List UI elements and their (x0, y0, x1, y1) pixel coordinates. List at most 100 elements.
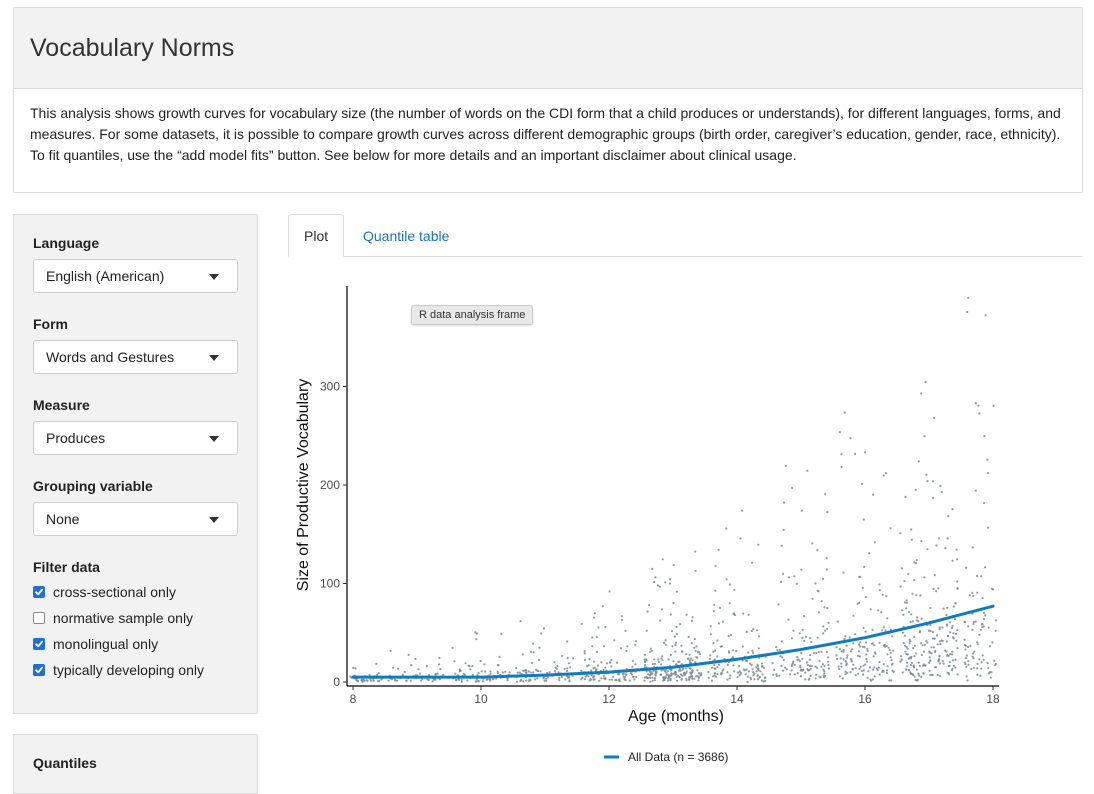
data-point (916, 616, 919, 619)
data-point (648, 604, 651, 607)
filter-cross-sectional[interactable]: cross-sectional only (33, 579, 238, 605)
data-point (496, 670, 499, 673)
data-point (672, 602, 675, 605)
data-point (715, 675, 718, 678)
tab-quantile-table[interactable]: Quantile table (363, 227, 450, 244)
data-point (951, 508, 954, 511)
chart-axes: 8 10 12 14 16 18 0 100 200 300 Age (months) Size of… (295, 286, 1000, 725)
data-point (644, 664, 647, 667)
data-point (664, 639, 667, 642)
measure-label: Measure (33, 397, 90, 413)
data-point (849, 650, 853, 653)
data-point (967, 663, 970, 666)
checkbox[interactable] (33, 612, 45, 624)
data-point (972, 652, 975, 655)
data-point (653, 662, 657, 665)
data-point (866, 660, 869, 663)
filter-typically-developing[interactable]: typically developing only (33, 657, 238, 683)
data-point (913, 579, 916, 582)
data-point (759, 675, 762, 678)
data-point (994, 619, 998, 622)
checkbox[interactable] (33, 638, 45, 650)
data-point (753, 672, 756, 675)
data-point (462, 672, 465, 675)
filter-monolingual[interactable]: monolingual only (33, 631, 238, 657)
data-point (820, 665, 823, 668)
data-point (938, 640, 942, 643)
data-point (558, 677, 561, 680)
data-point (525, 679, 528, 682)
data-point (816, 549, 819, 552)
data-point (825, 568, 829, 571)
data-point (366, 679, 369, 682)
data-point (965, 665, 968, 668)
data-point (694, 649, 697, 652)
data-point (921, 644, 924, 647)
data-point (651, 679, 654, 682)
chevron-down-icon (209, 436, 219, 442)
data-point (971, 546, 974, 549)
data-point (852, 663, 855, 666)
filter-normative-sample[interactable]: normative sample only (33, 605, 238, 631)
data-point (755, 666, 758, 669)
data-point (989, 676, 992, 679)
data-point (689, 657, 693, 660)
data-point (596, 664, 599, 667)
checkbox[interactable] (33, 586, 45, 598)
data-point (680, 650, 684, 653)
measure-value: Produces (46, 430, 106, 446)
data-point (683, 673, 686, 676)
data-point (778, 674, 781, 677)
y-tick-label: 0 (333, 675, 340, 689)
data-point (695, 656, 698, 659)
grouping-select[interactable]: None (33, 502, 238, 536)
data-point (540, 632, 543, 635)
data-point (654, 576, 657, 579)
form-select[interactable]: Words and Gestures (33, 340, 238, 374)
data-point (903, 601, 907, 604)
data-point (788, 673, 792, 676)
data-point (793, 575, 796, 578)
data-point (937, 587, 940, 590)
data-point (861, 586, 864, 589)
measure-select[interactable]: Produces (33, 421, 238, 455)
data-point (883, 643, 886, 647)
language-select[interactable]: English (American) (33, 259, 238, 293)
data-point (980, 661, 983, 664)
data-point (780, 640, 783, 643)
data-point (661, 558, 664, 561)
checkbox[interactable] (33, 664, 45, 676)
quantiles-label: Quantiles (33, 755, 97, 771)
data-point (731, 649, 734, 652)
data-point (909, 640, 912, 643)
data-point (354, 667, 357, 670)
chart-legend: All Data (n = 3686) (604, 750, 728, 764)
data-point (838, 431, 841, 434)
data-point (906, 661, 909, 664)
tab-plot[interactable]: Plot (288, 214, 345, 257)
data-point (935, 544, 938, 547)
data-point (784, 666, 787, 669)
data-point (396, 679, 399, 682)
data-point (872, 668, 875, 671)
data-point (809, 654, 812, 657)
data-point (771, 662, 774, 665)
data-point (590, 669, 593, 672)
data-point (387, 679, 390, 682)
data-point (902, 613, 905, 616)
data-point (810, 640, 813, 643)
data-point (889, 651, 893, 654)
data-point (761, 665, 764, 668)
data-point (840, 650, 843, 653)
data-point (799, 675, 803, 678)
data-point (878, 583, 881, 586)
data-point (928, 650, 931, 653)
data-point (911, 673, 914, 676)
data-point (841, 677, 844, 680)
data-point (968, 594, 971, 597)
data-point (860, 482, 864, 485)
data-point (685, 667, 688, 670)
data-point (728, 602, 731, 605)
data-point (756, 664, 759, 667)
data-point (566, 669, 569, 673)
